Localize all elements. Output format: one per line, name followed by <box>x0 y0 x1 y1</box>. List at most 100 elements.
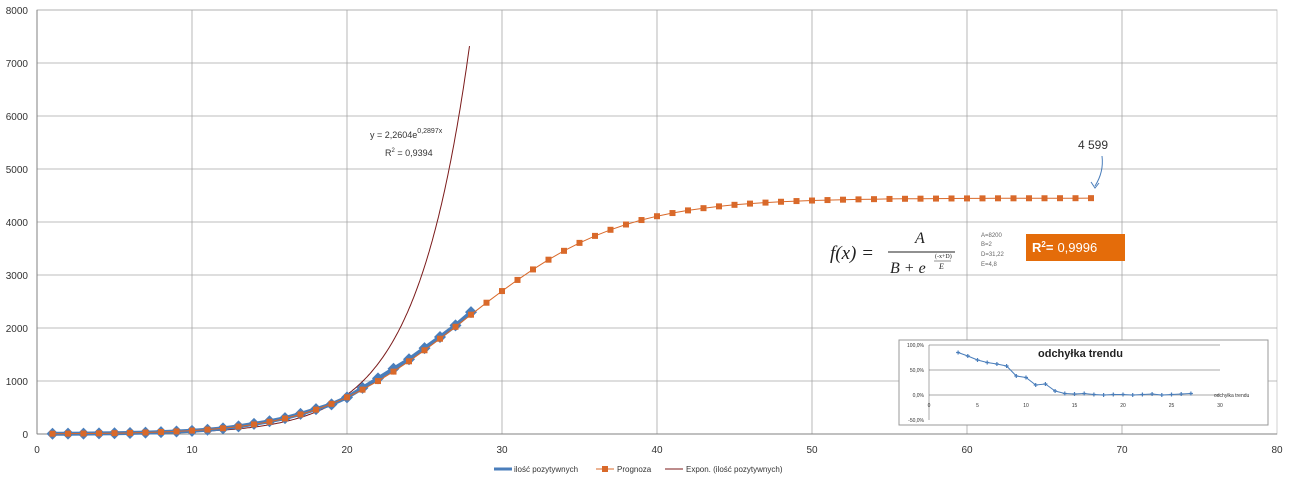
param-e: E=4,8 <box>981 262 998 268</box>
series-point-prognoza <box>111 430 118 437</box>
series-point-prognoza <box>545 256 552 263</box>
series-point-prognoza <box>282 415 288 422</box>
callout-arrow-head <box>1090 181 1100 189</box>
inset-y-tick-label: 100,0% <box>907 343 925 349</box>
inset-x-tick-label: 15 <box>1072 403 1078 409</box>
inset-series-point <box>1004 364 1009 368</box>
series-point-prognoza <box>530 266 536 273</box>
callout-arrow <box>1094 155 1103 187</box>
series-point-prognoza <box>669 210 676 217</box>
series-point-prognoza <box>390 368 397 375</box>
param-a: A=8200 <box>981 233 1003 239</box>
series-point-prognoza <box>933 195 939 202</box>
series-point-prognoza <box>251 421 257 428</box>
series-point-prognoza <box>886 195 893 202</box>
formula-denominator: B + e <box>890 260 926 277</box>
inset-frame <box>898 339 1269 426</box>
legend-marker-prognoza <box>602 466 608 472</box>
inset-series-point <box>1169 392 1174 397</box>
series-point-prognoza <box>65 430 71 437</box>
inset-series-point <box>1179 392 1184 396</box>
series-point-prognoza <box>762 199 769 206</box>
inset-chart: odchyłka trendu 100,0% 50,0% 0,0% -50,0% 0 5 1… <box>898 339 1269 426</box>
series-point-prognoza <box>127 429 133 436</box>
series-point-prognoza <box>142 429 149 436</box>
series-point-prognoza <box>1088 195 1094 202</box>
series-point-prognoza <box>700 205 707 212</box>
series-point-prognoza <box>80 430 87 437</box>
series-layer <box>46 46 1094 440</box>
inset-x-tick-label: 0 <box>928 403 931 409</box>
y-tick-label: 6000 <box>6 112 29 123</box>
inset-x-tick-label: 25 <box>1169 403 1175 409</box>
series-point-prognoza <box>995 195 1001 202</box>
inset-series-point <box>1082 391 1087 396</box>
y-tick-label: 5000 <box>6 165 29 176</box>
series-point-prognoza <box>747 200 753 207</box>
axes: 0 10 20 30 40 50 60 70 8001000200030004000500060… <box>6 6 1283 456</box>
series-point-prognoza <box>685 207 691 214</box>
x-tick-label: 40 <box>651 445 663 456</box>
formula-params: A=8200 B=2 D=31,22 E=4,8 <box>981 233 1005 268</box>
param-d: D=31,22 <box>981 252 1005 258</box>
series-point-prognoza <box>297 411 304 418</box>
series-point-prognoza <box>964 195 970 202</box>
series-point-prognoza <box>809 197 815 204</box>
inset-series-point <box>965 354 970 358</box>
series-point-prognoza <box>235 423 242 430</box>
series-point-prognoza <box>979 195 986 202</box>
r2-box-text: R2= 0,9996 <box>1032 240 1097 255</box>
series-point-prognoza <box>437 335 443 342</box>
trend-equation: y = 2,2604e0,2897x <box>370 128 443 140</box>
inset-series-point <box>985 360 990 365</box>
formula: f(x) = A B + e (-x+D) E <box>830 230 955 277</box>
series-point-prognoza <box>561 247 567 254</box>
param-b: B=2 <box>981 242 993 248</box>
inset-series-point <box>1121 392 1125 397</box>
x-tick-label: 0 <box>34 445 40 456</box>
y-tick-label: 1000 <box>6 377 29 388</box>
series-point-prognoza <box>220 425 226 432</box>
series-point-prognoza <box>189 427 195 434</box>
x-tick-label: 50 <box>806 445 818 456</box>
inset-series-point <box>1188 391 1193 396</box>
series-point-prognoza <box>266 418 273 425</box>
series-point-prognoza <box>359 386 366 393</box>
series-point-prognoza <box>204 426 211 433</box>
series-point-prognoza <box>375 378 381 385</box>
inset-x-tick-label: 5 <box>976 403 979 409</box>
inset-series-point <box>1130 393 1135 397</box>
inset-legend-label: odchyłka trendu <box>1214 393 1250 399</box>
series-point-prognoza <box>158 429 164 436</box>
formula-exponent-bottom: E <box>938 262 944 271</box>
legend: ilość pozytywnych Prognoza Expon. (ilość… <box>494 465 783 474</box>
inset-y-tick-label: 0,0% <box>913 393 925 399</box>
series-point-prognoza <box>902 195 908 202</box>
series-point-prognoza <box>778 198 784 205</box>
series-point-prognoza <box>173 428 180 435</box>
series-point-prognoza <box>793 198 800 205</box>
series-point-prognoza <box>731 201 738 208</box>
inset-series-point <box>1062 391 1067 396</box>
inset-series-point <box>1053 389 1058 393</box>
inset-series-point <box>1014 374 1019 378</box>
inset-series-point <box>1111 392 1116 397</box>
series-point-prognoza <box>871 196 877 203</box>
series-point-prognoza <box>1072 195 1079 202</box>
inset-series-point <box>975 358 980 362</box>
legend-label-prognoza: Prognoza <box>617 465 652 474</box>
inset-series-point <box>994 362 999 366</box>
series-point-prognoza <box>1057 195 1063 202</box>
inset-x-tick-label: 10 <box>1023 403 1029 409</box>
inset-series-point <box>1150 392 1155 396</box>
series-point-prognoza <box>468 311 474 318</box>
series-point-prognoza <box>607 226 614 233</box>
x-tick-label: 70 <box>1116 445 1128 456</box>
series-point-prognoza <box>328 400 335 407</box>
series-point-prognoza <box>344 394 350 401</box>
series-point-prognoza <box>824 197 831 204</box>
inset-series-point <box>1101 393 1106 397</box>
inset-series-point <box>1024 375 1028 380</box>
inset-series-point <box>1140 392 1145 397</box>
series-point-prognoza <box>917 195 924 202</box>
